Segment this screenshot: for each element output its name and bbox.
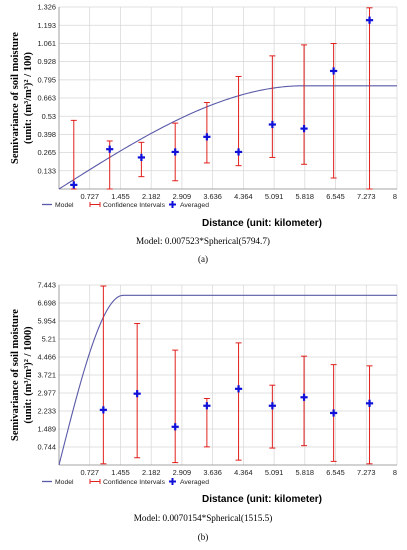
x-tick-label: 1.455 xyxy=(111,192,130,201)
x-tick-label: 8 xyxy=(393,468,397,477)
averaged-point xyxy=(365,16,374,24)
y-tick-label: 1.326 xyxy=(38,3,57,12)
y-axis-title: Semivariance of soil moisture (unit: (m³/… xyxy=(10,32,34,164)
confidence-interval xyxy=(301,44,308,165)
y-tick-label: 1.489 xyxy=(38,425,57,434)
averaged-point xyxy=(300,393,308,401)
y-tick-label: 0.398 xyxy=(38,130,57,139)
y-axis-title-line-1: Semivariance of soil moisture xyxy=(10,32,21,164)
averaged-point xyxy=(133,390,141,398)
legend-ci-label: Confidence Intervals xyxy=(103,479,166,486)
averaged-point xyxy=(330,409,338,417)
x-tick-label: 5.818 xyxy=(296,192,315,201)
model-caption: Model: 0.0070154*Spherical(1515.5) xyxy=(134,513,273,523)
x-tick-label: 5.091 xyxy=(265,468,284,477)
legend: Model Confidence Intervals Averaged xyxy=(42,478,209,486)
averaged-point xyxy=(300,125,308,133)
x-axis-title: Distance (unit: kilometer) xyxy=(202,218,322,229)
y-axis-title: Semivariance of soil moisture (unit: (m³/… xyxy=(10,309,34,441)
model-curve xyxy=(58,294,397,466)
averaged-point xyxy=(234,148,243,156)
x-tick-label: 2.182 xyxy=(142,468,161,477)
y-tick-label: 0.795 xyxy=(38,75,57,84)
averaged-point xyxy=(203,402,211,410)
confidence-interval xyxy=(269,55,276,158)
model-caption: Model: 0.007523*Spherical(5794.7) xyxy=(136,236,270,246)
y-tick-label: 0.265 xyxy=(38,148,57,157)
averaged-point xyxy=(99,406,107,414)
chart-panel-a: 0.727 1.455 2.182 2.909 3.636 4.364 5.091 5.818… xyxy=(10,3,398,264)
confidence-interval xyxy=(172,349,179,464)
confidence-interval xyxy=(366,7,373,190)
y-axis-title-line-2: (unit: (m³/m³)² / 100) xyxy=(23,52,34,144)
y-tick-label: 1.193 xyxy=(38,21,57,30)
y-tick-label: 3.721 xyxy=(38,371,57,380)
confidence-interval xyxy=(70,119,77,190)
legend-model-label: Model xyxy=(55,202,74,209)
averaged-point xyxy=(137,153,145,162)
y-tick-label: 4.466 xyxy=(38,353,57,362)
x-axis-title: Distance (unit: kilometer) xyxy=(202,494,322,505)
x-tick-label: 0.727 xyxy=(80,468,99,477)
y-tick-label: 0.744 xyxy=(38,443,57,452)
averaged-point xyxy=(171,423,179,431)
confidence-interval xyxy=(366,365,373,465)
y-tick-label: 2.233 xyxy=(38,407,57,416)
x-tick-label: 3.636 xyxy=(203,192,222,201)
averaged-point xyxy=(171,148,179,156)
confidence-interval xyxy=(301,355,308,447)
x-tick-label: 1.455 xyxy=(111,468,130,477)
x-tick-label: 4.364 xyxy=(234,468,253,477)
x-tick-label: 3.636 xyxy=(203,468,222,477)
averaged-point xyxy=(268,120,276,129)
confidence-interval xyxy=(330,43,337,179)
averaged-point xyxy=(106,145,114,153)
x-tick-label: 2.909 xyxy=(173,192,192,201)
y-tick-label: 2.977 xyxy=(38,389,57,398)
x-tick-label: 4.364 xyxy=(234,192,253,201)
y-axis-title-line-2: (unit: (m³/m³)² / 1000) xyxy=(23,326,34,424)
averaged-point xyxy=(70,181,78,189)
y-tick-label: 5.21 xyxy=(42,335,56,344)
averaged-point xyxy=(268,402,276,410)
x-tick-label: 5.091 xyxy=(265,192,284,201)
legend: Model Confidence Intervals Averaged xyxy=(42,201,209,209)
y-tick-label: 6.698 xyxy=(38,299,57,308)
y-tick-label: 0.928 xyxy=(38,57,57,66)
legend-avg-label: Averaged xyxy=(180,479,209,486)
confidence-interval xyxy=(269,384,276,449)
y-tick-label: 5.954 xyxy=(38,317,57,326)
x-tick-label: 6.545 xyxy=(326,468,345,477)
panel-label: (b) xyxy=(198,532,209,542)
model-curve xyxy=(58,85,397,190)
averaged-point xyxy=(234,385,243,393)
averaged-point xyxy=(365,399,374,407)
y-tick-label: 0.133 xyxy=(38,166,57,175)
averaged-point xyxy=(203,133,211,141)
chart-panel-b: 0.727 1.455 2.182 2.909 3.636 4.364 5.091 5.818… xyxy=(10,281,398,542)
legend-ci-label: Confidence Intervals xyxy=(103,202,166,209)
x-tick-label: 2.909 xyxy=(173,468,192,477)
y-axis-title-line-1: Semivariance of soil moisture xyxy=(10,309,21,441)
x-tick-label: 8 xyxy=(393,192,397,201)
panel-label: (a) xyxy=(198,254,208,264)
x-tick-label: 6.545 xyxy=(326,192,345,201)
legend-avg-label: Averaged xyxy=(180,202,209,209)
x-tick-label: 7.273 xyxy=(357,192,376,201)
y-tick-label: 7.443 xyxy=(38,281,57,290)
confidence-interval xyxy=(203,102,210,164)
confidence-interval xyxy=(100,285,107,465)
x-tick-label: 7.273 xyxy=(357,468,376,477)
y-tick-label: 0.663 xyxy=(38,94,57,103)
y-tick-label: 1.061 xyxy=(38,39,57,48)
y-tick-label: 0.53 xyxy=(42,112,56,121)
x-tick-label: 5.818 xyxy=(296,468,315,477)
confidence-interval xyxy=(235,342,242,461)
x-tick-label: 2.182 xyxy=(142,192,161,201)
x-tick-label: 0.727 xyxy=(80,192,99,201)
legend-model-label: Model xyxy=(55,479,74,486)
averaged-point xyxy=(330,67,338,75)
